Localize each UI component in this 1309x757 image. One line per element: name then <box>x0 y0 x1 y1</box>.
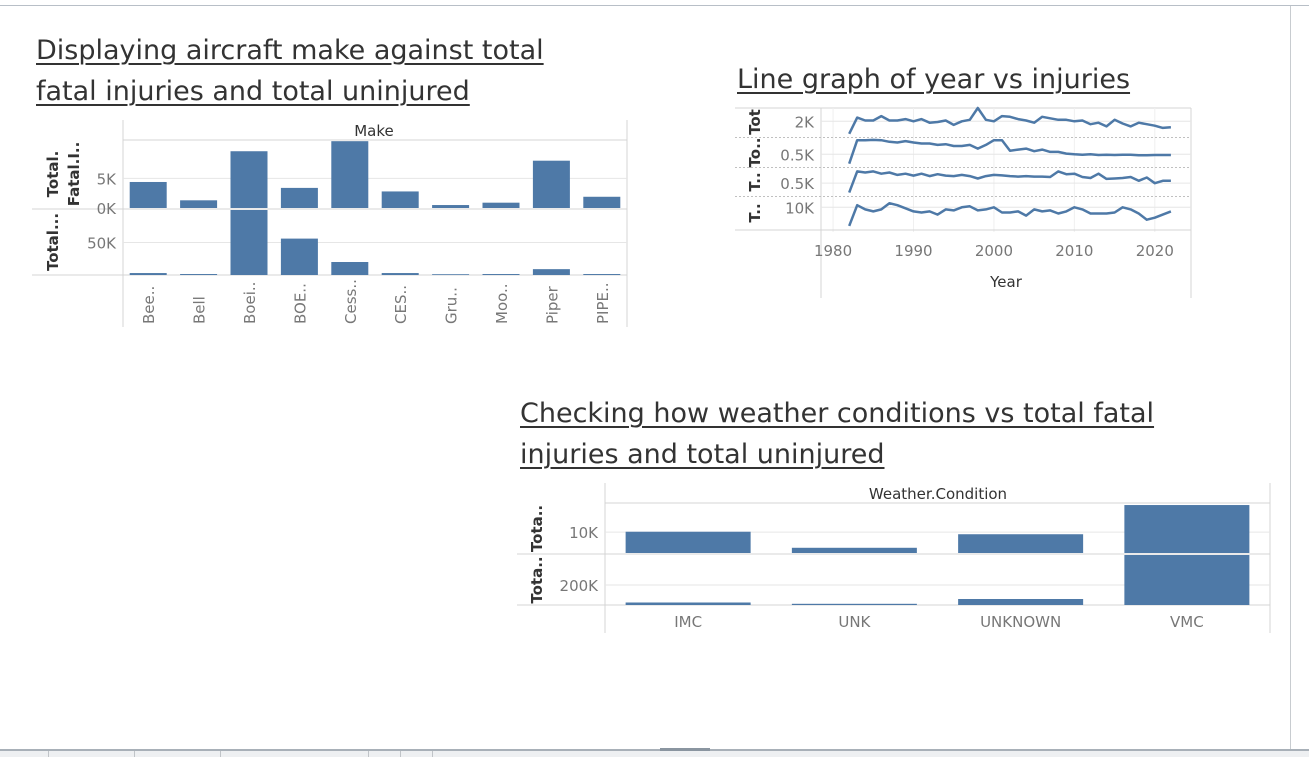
x-tick-label: Gru.. <box>443 287 461 324</box>
bar <box>958 534 1084 553</box>
bar <box>482 202 520 208</box>
x-tick-label: Piper <box>543 285 561 324</box>
bar <box>180 200 218 208</box>
y-tick-label: 50K <box>87 235 117 253</box>
x-tick-label: 1990 <box>894 242 932 260</box>
x-tick-label: IMC <box>674 613 702 631</box>
bar <box>583 274 621 275</box>
x-tick-label: Cess.. <box>342 279 360 324</box>
y-tick-label: 2K <box>795 113 816 131</box>
x-tick-label: VMC <box>1170 613 1204 631</box>
x-axis-title: Year <box>989 273 1023 291</box>
bar <box>482 274 520 275</box>
sheet-scroll-thumb[interactable] <box>660 748 710 751</box>
bar <box>129 181 167 208</box>
y-axis-title: T.. <box>746 203 764 222</box>
y-axis-title: Tota.. <box>528 505 546 552</box>
bar <box>532 160 570 208</box>
x-tick-label: Boei.. <box>241 282 259 324</box>
x-tick-label: 2010 <box>1055 242 1093 260</box>
sheet-tab[interactable] <box>134 751 221 757</box>
sheet-tab[interactable] <box>0 751 49 757</box>
y-tick-label: 200K <box>560 577 600 595</box>
bar <box>1124 555 1250 605</box>
y-tick-label: 0.5K <box>780 146 815 164</box>
bar <box>280 187 318 208</box>
y-axis-title: Tota.. <box>528 556 546 603</box>
x-tick-label: 2020 <box>1136 242 1174 260</box>
bar <box>625 531 751 553</box>
sheet-tabs-bar <box>0 748 1309 757</box>
x-tick-label: PIPE.. <box>594 282 612 324</box>
sheet-tab[interactable] <box>48 751 135 757</box>
header-label: Make <box>354 122 394 140</box>
y-tick-label: 5K <box>97 170 118 188</box>
bar <box>331 262 369 275</box>
y-axis-title: Fatal.I.. <box>65 142 83 207</box>
series-line <box>848 106 1172 135</box>
x-tick-label: 2000 <box>975 242 1013 260</box>
y-axis-title: Total. <box>44 151 62 198</box>
make-chart-title: Displaying aircraft make against total f… <box>36 35 544 107</box>
window-top-border <box>0 5 1309 6</box>
y-tick-label: 10K <box>569 524 599 542</box>
bar <box>280 238 318 275</box>
sheet-tab[interactable] <box>400 751 433 757</box>
x-tick-label: Moo.. <box>493 283 511 324</box>
bar <box>625 602 751 605</box>
bar <box>381 191 419 208</box>
bar <box>381 273 419 275</box>
x-tick-label: Bee.. <box>140 286 158 324</box>
y-axis-title: To.. <box>746 138 764 168</box>
bar <box>1124 505 1250 553</box>
sheet-tab[interactable] <box>368 751 401 757</box>
bar <box>532 269 570 275</box>
x-tick-label: 1980 <box>814 242 852 260</box>
series-line <box>848 138 1171 165</box>
y-tick-label: 10K <box>785 199 815 217</box>
y-axis-title: Total... <box>44 213 62 271</box>
series-line <box>848 170 1171 194</box>
x-tick-label: CES.. <box>392 285 410 324</box>
y-tick-label: 0.5K <box>780 175 815 193</box>
bar <box>432 274 470 275</box>
sheet-tab[interactable] <box>220 751 369 757</box>
y-axis-title: Tot <box>746 109 764 135</box>
line-chart-title: Line graph of year vs injuries <box>737 64 1131 95</box>
bar <box>791 547 917 553</box>
bar <box>791 603 917 605</box>
x-tick-label: UNKNOWN <box>980 613 1061 631</box>
bar <box>958 599 1084 605</box>
x-tick-label: Bell <box>191 296 209 324</box>
y-axis-title: T.. <box>746 172 764 191</box>
bar <box>583 196 621 208</box>
bar <box>129 273 167 275</box>
weather-chart-title: Checking how weather conditions vs total… <box>520 398 1155 470</box>
x-tick-label: UNK <box>838 613 871 631</box>
series-line <box>848 201 1172 227</box>
bar <box>230 210 268 275</box>
dashboard-right-border <box>1290 6 1291 751</box>
y-tick-label: 0K <box>97 200 118 218</box>
header-label: Weather.Condition <box>869 485 1007 503</box>
bar <box>432 205 470 208</box>
x-tick-label: BOE.. <box>291 283 309 324</box>
bar <box>230 151 268 208</box>
bar <box>331 141 369 208</box>
bar <box>180 274 218 275</box>
